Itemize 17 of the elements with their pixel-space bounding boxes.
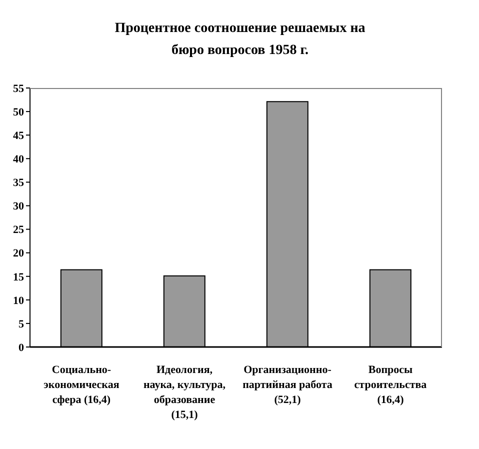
y-tick-label: 40 xyxy=(13,154,24,166)
y-tick-label: 25 xyxy=(13,224,24,236)
x-tick-label: Идеология, наука, культура, образование (15,1) xyxy=(143,364,226,421)
x-tick-label: Социально-экономическая сфера (16,4) xyxy=(44,364,120,406)
y-tick-label: 35 xyxy=(13,177,24,190)
y-tick-label: 15 xyxy=(13,271,24,284)
y-tick-label: 45 xyxy=(13,130,24,142)
y-tick-label: 55 xyxy=(13,82,24,95)
y-tick-label: 10 xyxy=(13,294,24,307)
x-tick-label: Вопросы строительства (16,4) xyxy=(354,364,428,406)
x-tick-label: Организационно-партийная работа (52,1) xyxy=(242,364,333,406)
y-tick-label: 5 xyxy=(18,318,24,330)
y-tick-label: 30 xyxy=(13,200,24,213)
y-tick-label: 20 xyxy=(13,248,24,260)
chart-title: Процентное соотношение решаемых на бюро вопросов 1958 г. xyxy=(114,20,366,60)
y-tick-label: 0 xyxy=(18,342,24,354)
y-tick-label: 50 xyxy=(13,106,24,118)
